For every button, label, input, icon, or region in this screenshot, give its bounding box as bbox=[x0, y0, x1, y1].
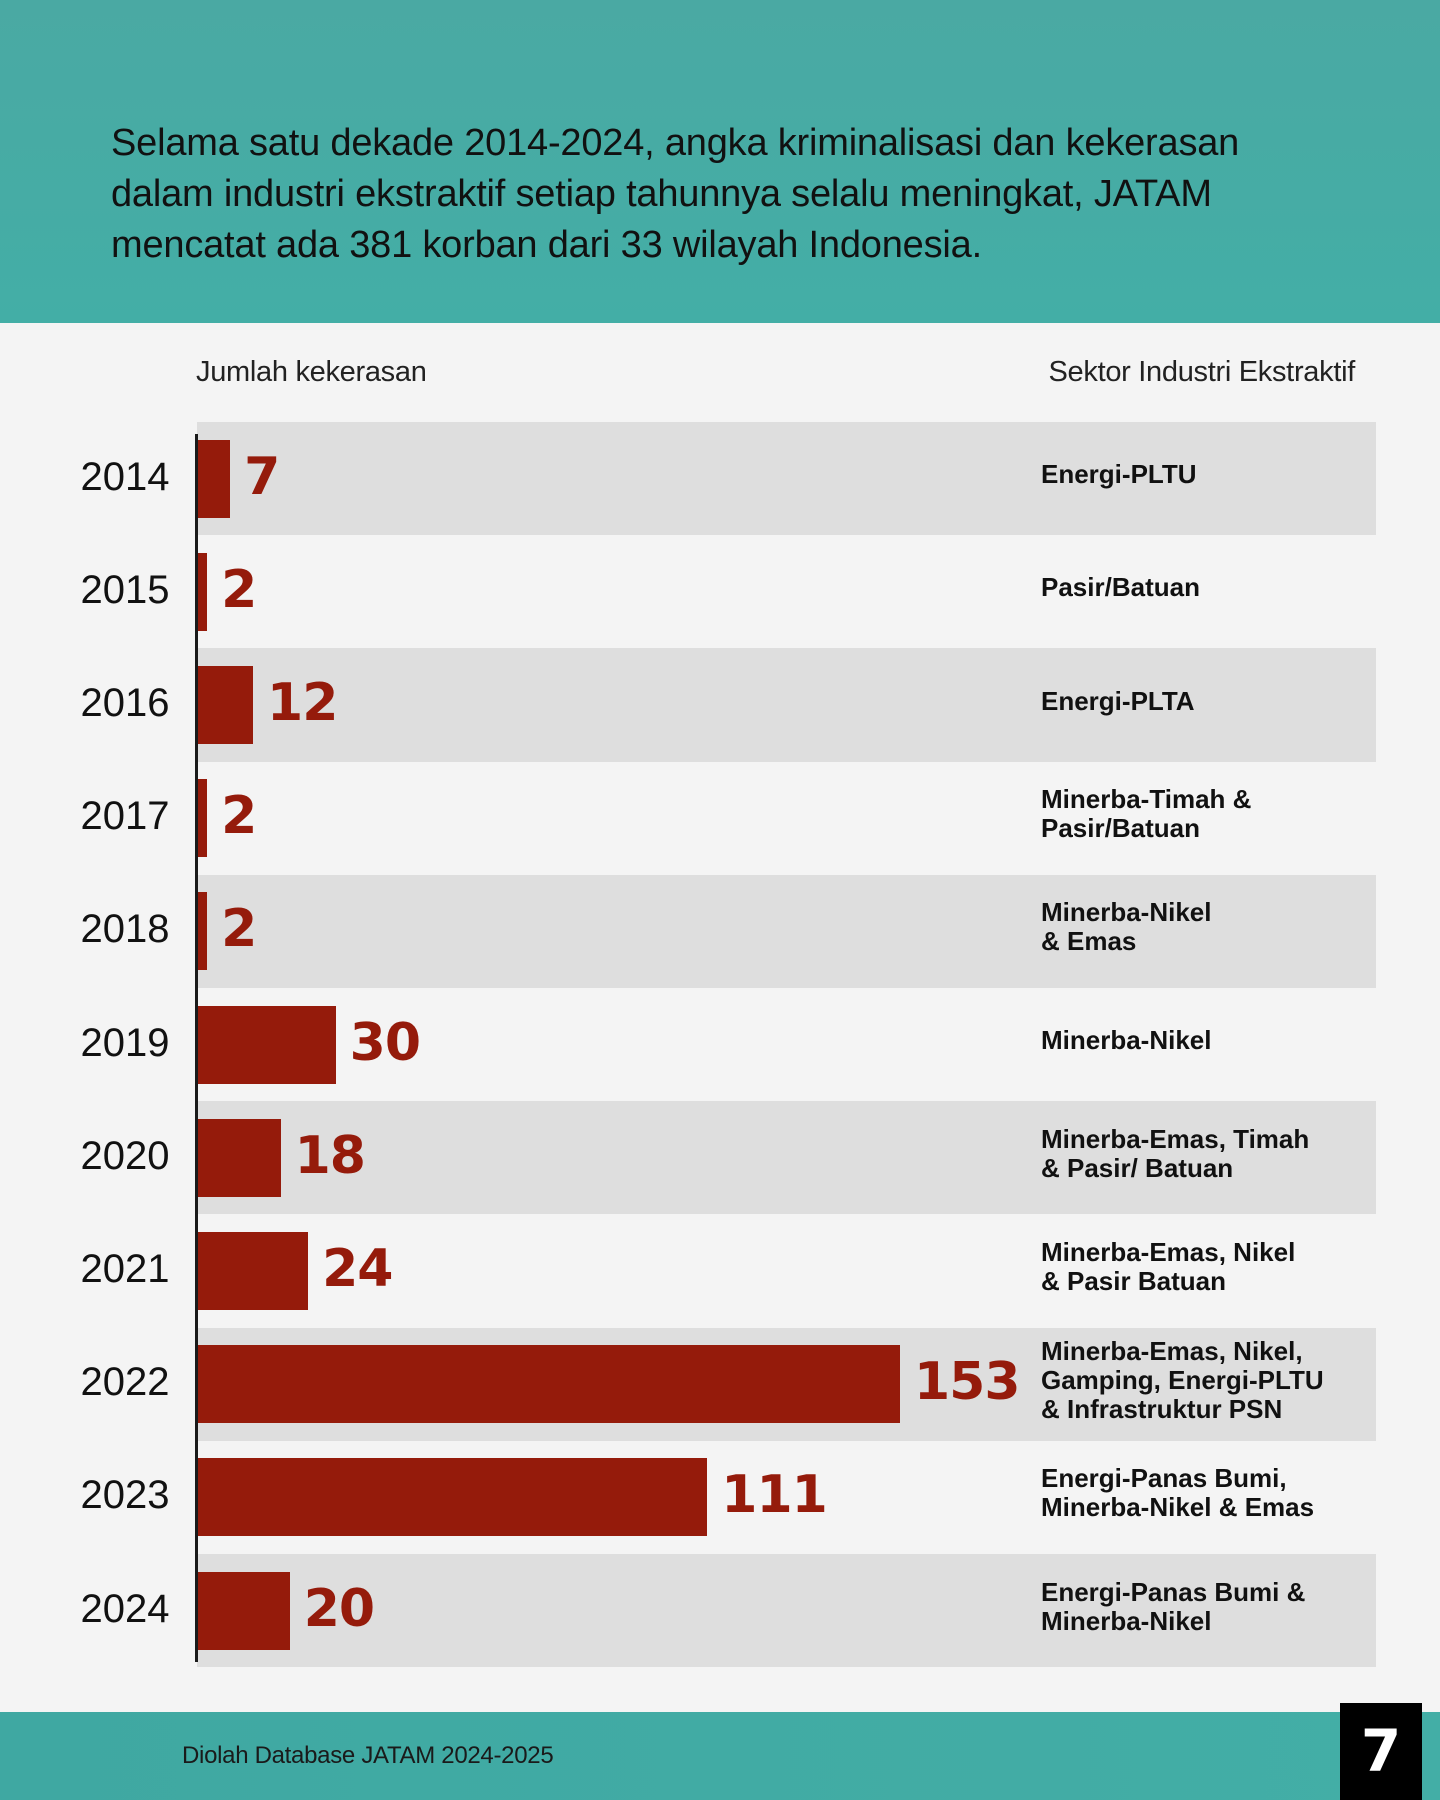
row-band bbox=[197, 648, 1376, 762]
year-label: 2017 bbox=[80, 794, 170, 839]
year-label: 2024 bbox=[80, 1586, 170, 1631]
bar bbox=[198, 892, 208, 971]
year-label: 2015 bbox=[80, 567, 170, 612]
row-band bbox=[197, 422, 1376, 536]
year-label: 2021 bbox=[80, 1247, 170, 1291]
year-label: 2019 bbox=[80, 1020, 170, 1065]
year-label: 2018 bbox=[80, 907, 170, 952]
bar bbox=[198, 552, 208, 631]
sector-label: Minerba-Emas, Nikel & Pasir Batuan bbox=[1041, 1237, 1296, 1296]
value-label: 18 bbox=[294, 1125, 366, 1186]
sector-label: Minerba-Nikel bbox=[1041, 1025, 1212, 1056]
sector-label: Minerba-Timah & Pasir/Batuan bbox=[1041, 784, 1252, 844]
bar bbox=[198, 1571, 290, 1650]
sector-label: Minerba-Nikel & Emas bbox=[1041, 897, 1212, 957]
row-band bbox=[197, 1101, 1376, 1215]
page-number: 7 bbox=[1340, 1703, 1422, 1800]
sector-label: Energi-Panas Bumi, Minerba-Nikel & Emas bbox=[1041, 1463, 1315, 1523]
bar bbox=[198, 1232, 309, 1310]
value-label: 24 bbox=[322, 1239, 393, 1299]
row-band bbox=[197, 874, 1376, 988]
value-label: 12 bbox=[267, 673, 338, 733]
year-label: 2022 bbox=[80, 1360, 170, 1405]
bar bbox=[198, 779, 208, 858]
value-label: 153 bbox=[914, 1352, 1021, 1413]
sector-label: Energi-PLTU bbox=[1041, 459, 1197, 490]
y-axis-line bbox=[195, 434, 198, 1662]
bar bbox=[198, 1005, 336, 1084]
bar bbox=[198, 1345, 900, 1424]
value-label: 2 bbox=[221, 899, 257, 960]
bar bbox=[198, 1118, 281, 1197]
sector-label: Minerba-Emas, Nikel, Gamping, Energi-PLT… bbox=[1041, 1335, 1324, 1424]
sector-label: Minerba-Emas, Timah & Pasir/ Batuan bbox=[1041, 1123, 1310, 1183]
header-banner: Selama satu dekade 2014-2024, angka krim… bbox=[0, 0, 1440, 323]
value-label: 2 bbox=[221, 559, 257, 620]
sector-label: Pasir/Batuan bbox=[1041, 572, 1200, 603]
bar bbox=[198, 666, 254, 744]
year-label: 2014 bbox=[80, 454, 170, 499]
year-label: 2020 bbox=[80, 1133, 170, 1178]
column-header-count: Jumlah kekerasan bbox=[196, 356, 427, 388]
year-label: 2016 bbox=[80, 681, 170, 725]
bar bbox=[198, 439, 231, 518]
footer: Diolah Database JATAM 2024-2025 bbox=[0, 1712, 1440, 1800]
value-label: 2 bbox=[221, 786, 257, 847]
sector-label: Energi-Panas Bumi & Minerba-Nikel bbox=[1041, 1576, 1306, 1636]
value-label: 30 bbox=[349, 1012, 421, 1073]
bar bbox=[198, 1458, 708, 1537]
value-label: 20 bbox=[303, 1578, 375, 1639]
source-note: Diolah Database JATAM 2024-2025 bbox=[182, 1742, 554, 1769]
value-label: 111 bbox=[721, 1465, 828, 1526]
header-text: Selama satu dekade 2014-2024, angka krim… bbox=[111, 122, 1240, 266]
column-header-sector: Sektor Industri Ekstraktif bbox=[1048, 356, 1356, 388]
year-label: 2023 bbox=[80, 1473, 170, 1518]
value-label: 7 bbox=[244, 446, 280, 507]
sector-label: Energi-PLTA bbox=[1041, 685, 1195, 716]
row-band bbox=[197, 1554, 1376, 1668]
